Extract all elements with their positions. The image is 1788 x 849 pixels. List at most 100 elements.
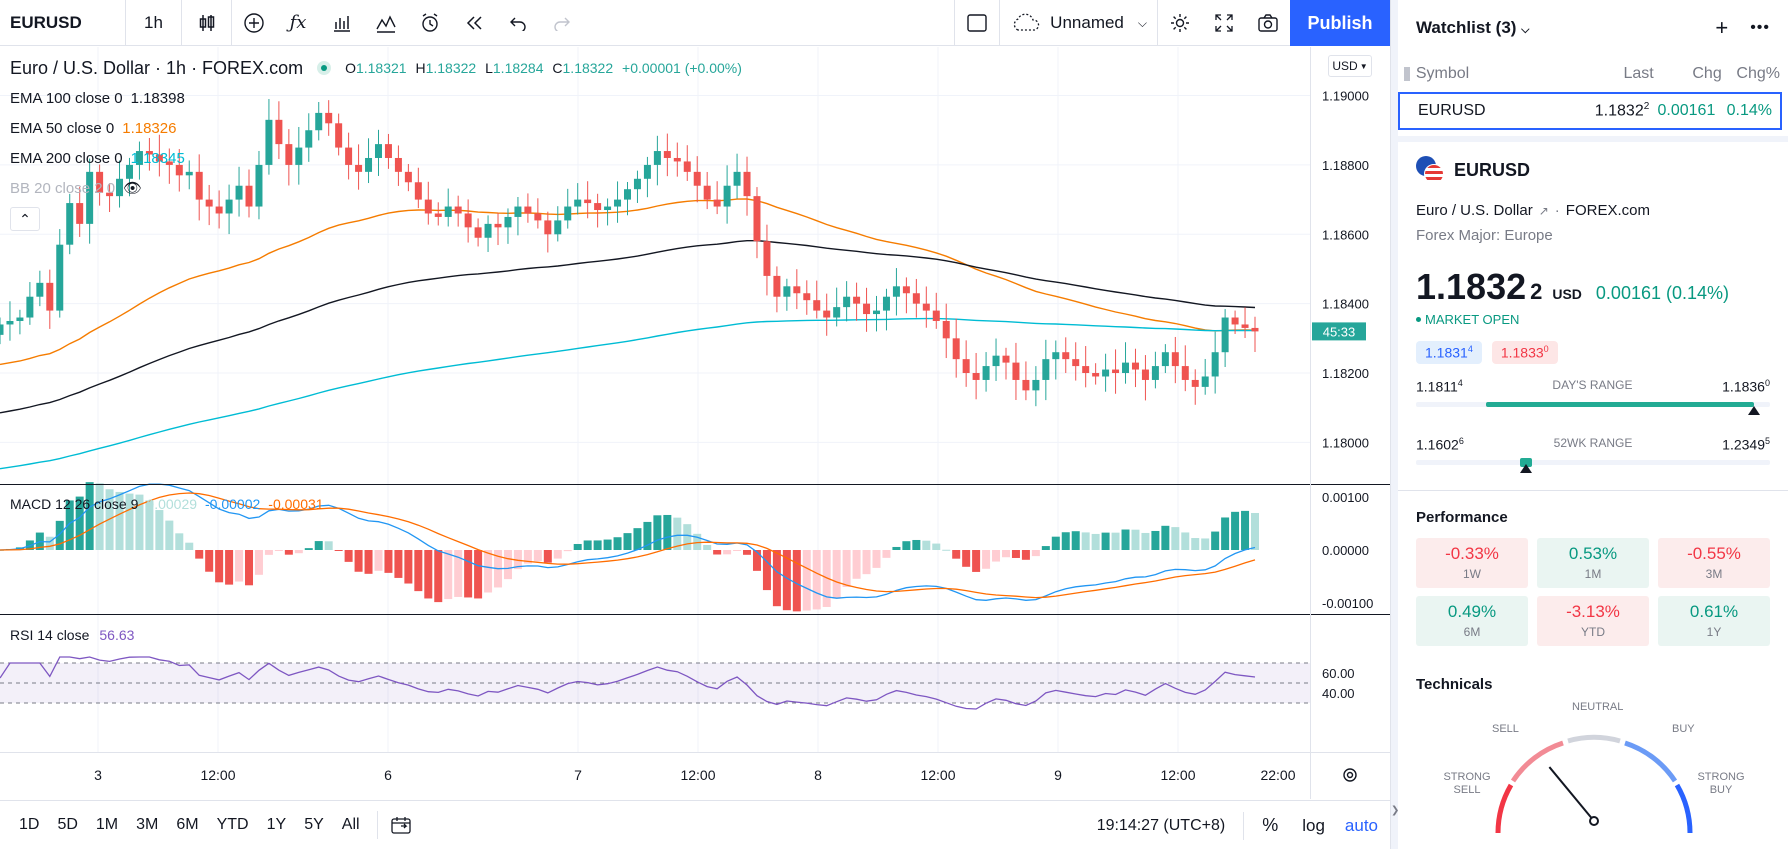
- macd-histogram-bar: [1151, 530, 1160, 550]
- chart-area[interactable]: 1.19000 1.18800 1.18600 1.18400 1.18200 1.180…: [0, 47, 1390, 799]
- study-bb-20[interactable]: BB 20 close 2 0 👁: [10, 179, 143, 198]
- watchlist-resize-handle-icon[interactable]: [1404, 67, 1410, 81]
- goto-date-icon[interactable]: [390, 815, 412, 835]
- range-all[interactable]: All: [341, 816, 360, 833]
- macd-histogram-bar: [992, 550, 1001, 562]
- watchlist-row[interactable]: EURUSD 1.18322 0.00161 0.14%: [1398, 92, 1782, 130]
- currency-select[interactable]: USD ▼: [1328, 55, 1372, 77]
- panel-divider[interactable]: ❯: [1390, 0, 1400, 849]
- macd-legend[interactable]: MACD 12 26 close 9 0.00029 -0.00002 -0.0…: [10, 496, 324, 512]
- study-ema-200[interactable]: EMA 200 close 0 1.18345: [10, 149, 185, 167]
- range-5d[interactable]: 5D: [57, 816, 78, 833]
- collapse-panel-icon[interactable]: ❯: [1391, 805, 1400, 816]
- details-price-row: 1.1832 2 USD 0.00161 (0.14%): [1416, 266, 1730, 307]
- macd-histogram-bar: [165, 520, 174, 550]
- add-compare-icon[interactable]: [232, 0, 276, 46]
- axis-settings-gear-icon[interactable]: [1343, 768, 1357, 782]
- candle-body: [1221, 317, 1229, 353]
- candle-body: [1131, 362, 1139, 370]
- candle-body: [1251, 327, 1259, 332]
- settings-gear-icon[interactable]: [1158, 0, 1202, 46]
- legend-title[interactable]: Euro / U.S. Dollar · 1h · FOREX.com: [10, 57, 304, 78]
- candle-body: [643, 164, 651, 179]
- screenshot-camera-icon[interactable]: [1246, 0, 1290, 46]
- rsi-legend[interactable]: RSI 14 close 56.63: [10, 627, 135, 643]
- time-axis-label: 12:00: [200, 767, 235, 783]
- study-ema-100[interactable]: EMA 100 close 0 1.18398: [10, 89, 185, 107]
- candle-body: [185, 171, 193, 176]
- candle-body: [673, 157, 681, 162]
- details-exchange[interactable]: FOREX.com: [1565, 202, 1650, 219]
- candle-body: [255, 164, 263, 207]
- collapse-legend-button[interactable]: ⌃: [10, 207, 40, 231]
- auto-toggle[interactable]: auto: [1344, 815, 1378, 835]
- performance-title: Performance: [1416, 508, 1508, 526]
- candle-body: [494, 223, 502, 228]
- candle-body: [484, 223, 492, 238]
- candle-body: [833, 307, 841, 318]
- publish-button[interactable]: Publish: [1290, 0, 1390, 46]
- macd-histogram-bar: [274, 550, 283, 551]
- range-6m[interactable]: 6M: [176, 816, 199, 833]
- macd-histogram-bar: [503, 550, 512, 580]
- replay-icon[interactable]: [452, 0, 496, 46]
- macd-histogram-bar: [304, 548, 313, 550]
- indicators-fx-icon[interactable]: ƒx: [289, 12, 307, 33]
- add-symbol-plus-icon[interactable]: +: [1715, 15, 1729, 40]
- range-3m[interactable]: 3M: [136, 816, 159, 833]
- candle-body: [534, 213, 542, 221]
- range-ytd[interactable]: YTD: [216, 816, 249, 833]
- hidden-eye-icon[interactable]: 👁: [123, 180, 143, 197]
- fullscreen-icon[interactable]: [1202, 0, 1246, 46]
- candle-body: [1181, 366, 1189, 380]
- range-5y[interactable]: 5Y: [304, 816, 324, 833]
- perf-cell-1w: -0.33% 1W: [1416, 537, 1528, 588]
- study-ema-50[interactable]: EMA 50 close 0 1.18326: [10, 119, 177, 137]
- clock-timezone[interactable]: 19:14:27 (UTC+8): [1096, 816, 1226, 834]
- candle-body: [355, 164, 363, 172]
- range-1m[interactable]: 1M: [95, 816, 119, 833]
- macd-histogram-bar: [593, 540, 602, 550]
- range-1y[interactable]: 1Y: [266, 816, 287, 833]
- watchlist-title[interactable]: Watchlist (3) ⌵: [1416, 18, 1530, 37]
- external-link-icon[interactable]: ↗: [1538, 203, 1549, 218]
- templates-icon[interactable]: [364, 0, 408, 46]
- percent-toggle[interactable]: %: [1262, 815, 1279, 835]
- financials-icon[interactable]: [320, 0, 364, 46]
- range-1d[interactable]: 1D: [19, 816, 40, 833]
- candle-body: [544, 220, 552, 235]
- candles-chart-type-icon[interactable]: [182, 0, 232, 46]
- symbol-search-button[interactable]: EURUSD: [0, 0, 126, 46]
- ema-100-line: [0, 240, 1256, 414]
- ask-badge: 1.18330: [1491, 341, 1558, 364]
- macd-histogram-bar: [1021, 550, 1030, 560]
- details-symbol[interactable]: EURUSD: [1454, 159, 1531, 180]
- candle-body: [962, 359, 970, 374]
- macd-histogram-bar: [563, 550, 572, 552]
- undo-icon[interactable]: [496, 0, 540, 46]
- macd-histogram-bar: [912, 539, 921, 550]
- details-category[interactable]: Forex Major: Europe: [1416, 227, 1553, 244]
- more-menu-icon[interactable]: •••: [1750, 19, 1770, 36]
- layout-name-button[interactable]: Unnamed ⌵: [1000, 0, 1157, 46]
- gauge-needle-icon: [1548, 766, 1595, 822]
- redo-icon[interactable]: [540, 0, 584, 46]
- price-chart[interactable]: 1.19000 1.18800 1.18600 1.18400 1.18200 1.180…: [0, 47, 1390, 799]
- alert-icon[interactable]: [408, 0, 452, 46]
- candle-body: [952, 338, 960, 360]
- interval-button[interactable]: 1h: [126, 0, 182, 46]
- log-toggle[interactable]: log: [1302, 815, 1325, 835]
- macd-histogram-bar: [1171, 527, 1180, 550]
- symbol-details: EURUSD Euro / U.S. Dollar ↗ · FOREX.com …: [1398, 142, 1788, 478]
- macd-histogram-bar: [643, 521, 652, 550]
- watchlist-header: Watchlist (3) ⌵ + •••: [1398, 0, 1788, 56]
- candle-body: [733, 171, 741, 186]
- time-axis-label: 9: [1054, 767, 1062, 783]
- candle-body: [912, 293, 920, 304]
- candle-body: [305, 130, 313, 148]
- macd-histogram-bar: [922, 540, 931, 550]
- macd-histogram-bar: [434, 550, 443, 603]
- select-layout-icon[interactable]: [955, 0, 999, 46]
- candle-body: [753, 196, 761, 242]
